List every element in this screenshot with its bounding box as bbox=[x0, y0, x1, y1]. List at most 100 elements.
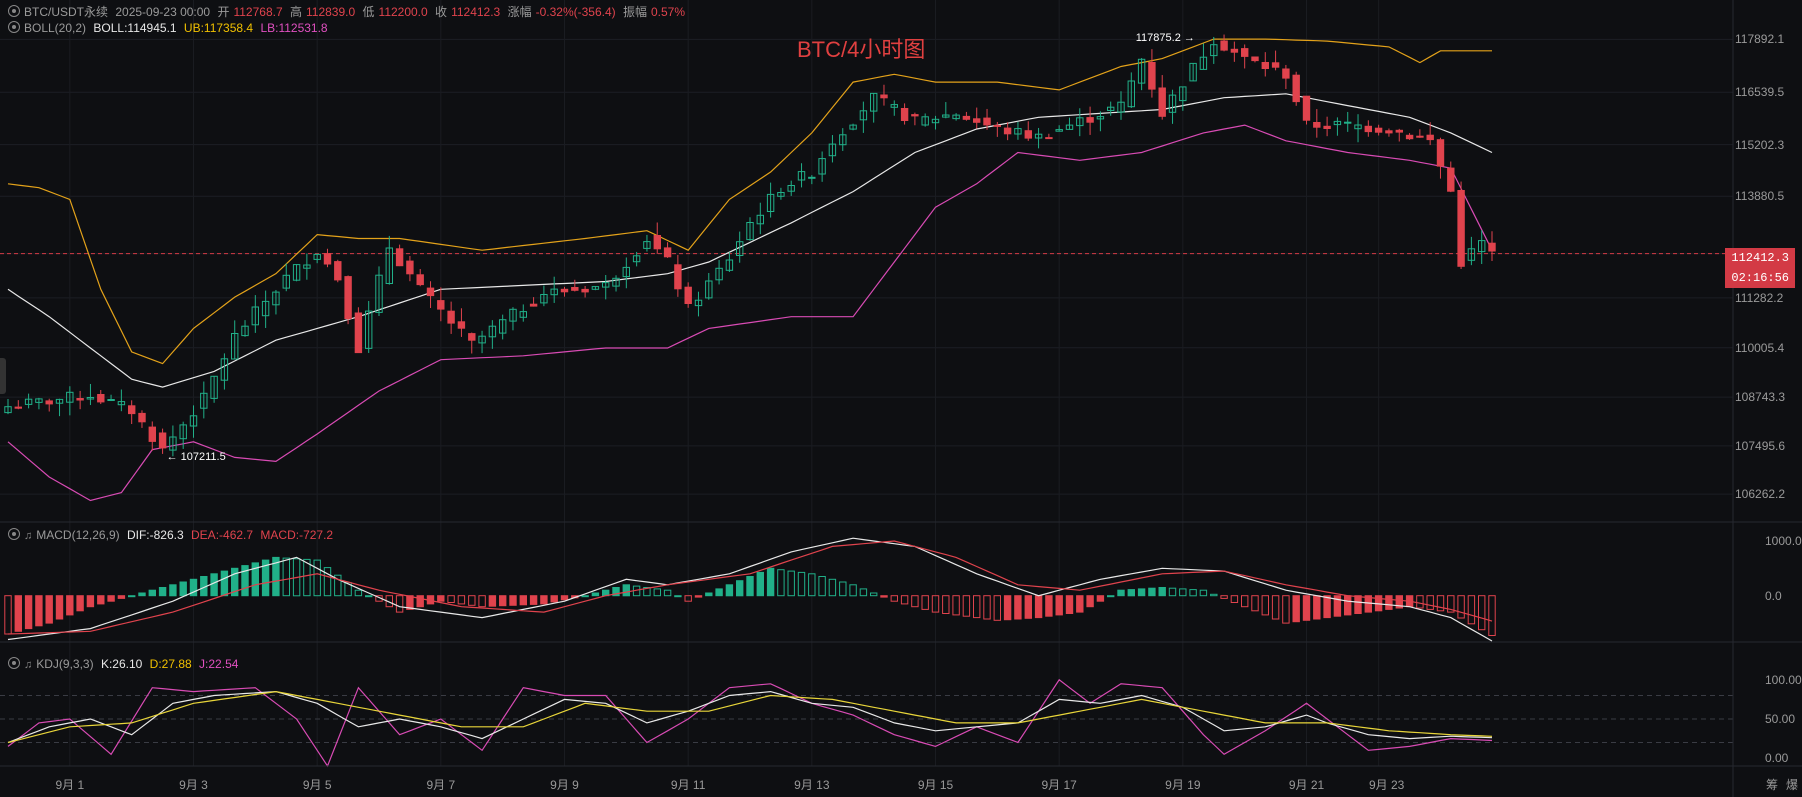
candle[interactable] bbox=[1241, 44, 1249, 69]
candle[interactable] bbox=[395, 244, 404, 267]
candle[interactable] bbox=[107, 394, 115, 402]
macd-eye-icon[interactable] bbox=[8, 528, 20, 540]
candle[interactable] bbox=[200, 381, 208, 419]
candle[interactable] bbox=[973, 107, 981, 129]
candle[interactable] bbox=[591, 286, 600, 291]
candle[interactable] bbox=[1065, 117, 1074, 130]
chip-button[interactable]: 筹 bbox=[1766, 778, 1779, 792]
candle[interactable] bbox=[313, 253, 321, 264]
candle[interactable] bbox=[499, 314, 507, 340]
candle[interactable] bbox=[375, 266, 383, 317]
candle[interactable] bbox=[158, 428, 167, 454]
boll-eye-icon[interactable] bbox=[8, 21, 20, 33]
candle[interactable] bbox=[1292, 71, 1300, 106]
candle[interactable] bbox=[292, 264, 301, 282]
candle[interactable] bbox=[952, 113, 960, 121]
macd-name[interactable]: MACD(12,26,9) bbox=[36, 528, 120, 542]
candle[interactable] bbox=[1210, 36, 1218, 64]
candle[interactable] bbox=[1447, 161, 1455, 193]
candle[interactable] bbox=[1302, 95, 1311, 125]
candle[interactable] bbox=[437, 287, 445, 322]
candle[interactable] bbox=[282, 263, 291, 292]
candle[interactable] bbox=[684, 282, 692, 308]
candle[interactable] bbox=[921, 113, 929, 127]
candle[interactable] bbox=[1220, 34, 1228, 52]
candle[interactable] bbox=[808, 175, 816, 185]
candle[interactable] bbox=[550, 276, 558, 303]
candle[interactable] bbox=[1374, 124, 1383, 136]
candle[interactable] bbox=[1282, 64, 1290, 89]
candle[interactable] bbox=[365, 300, 373, 353]
candle[interactable] bbox=[1333, 117, 1342, 136]
candle[interactable] bbox=[261, 290, 270, 328]
boll-name[interactable]: BOLL(20,2) bbox=[24, 21, 87, 35]
candle[interactable] bbox=[1179, 86, 1187, 111]
candle[interactable] bbox=[4, 399, 12, 415]
candle[interactable] bbox=[14, 400, 23, 410]
candle[interactable] bbox=[1014, 121, 1022, 140]
candle[interactable] bbox=[1395, 128, 1403, 142]
candle[interactable] bbox=[859, 101, 868, 133]
candle[interactable] bbox=[1086, 106, 1094, 135]
candle[interactable] bbox=[1096, 111, 1105, 132]
liquidation-button[interactable]: 爆 bbox=[1786, 778, 1799, 792]
candle[interactable] bbox=[849, 123, 857, 131]
candle[interactable] bbox=[231, 320, 239, 360]
candle[interactable] bbox=[1189, 62, 1197, 82]
candle[interactable] bbox=[1344, 111, 1352, 132]
candle[interactable] bbox=[76, 390, 84, 410]
candle[interactable] bbox=[1158, 75, 1166, 120]
candle[interactable] bbox=[663, 242, 672, 258]
candle[interactable] bbox=[1467, 236, 1476, 266]
candle[interactable] bbox=[1251, 56, 1259, 63]
candle[interactable] bbox=[612, 275, 620, 292]
candle[interactable] bbox=[148, 421, 157, 451]
candle[interactable] bbox=[1457, 181, 1465, 270]
candle[interactable] bbox=[890, 100, 898, 116]
candle[interactable] bbox=[128, 400, 136, 425]
candle[interactable] bbox=[602, 275, 610, 300]
candle[interactable] bbox=[911, 112, 919, 126]
candle[interactable] bbox=[55, 398, 64, 417]
candle[interactable] bbox=[1416, 129, 1424, 138]
candle[interactable] bbox=[942, 102, 950, 119]
candle[interactable] bbox=[426, 281, 435, 308]
candle[interactable] bbox=[323, 248, 332, 268]
candle[interactable] bbox=[1313, 109, 1321, 138]
candle[interactable] bbox=[736, 231, 744, 263]
candle[interactable] bbox=[303, 253, 311, 280]
candle[interactable] bbox=[35, 397, 43, 410]
candle[interactable] bbox=[581, 286, 589, 298]
candle[interactable] bbox=[1488, 231, 1496, 261]
candle[interactable] bbox=[632, 251, 641, 267]
candle[interactable] bbox=[766, 182, 775, 218]
candle[interactable] bbox=[643, 234, 651, 252]
candle[interactable] bbox=[1034, 127, 1043, 149]
candle[interactable] bbox=[1045, 133, 1053, 140]
candle[interactable] bbox=[1261, 52, 1269, 77]
candle[interactable] bbox=[983, 108, 991, 130]
visibility-eye-icon[interactable] bbox=[8, 5, 20, 17]
candle[interactable] bbox=[406, 255, 414, 282]
candle[interactable] bbox=[993, 121, 1001, 137]
candle[interactable] bbox=[1354, 114, 1362, 143]
candle[interactable] bbox=[1426, 122, 1434, 146]
candle[interactable] bbox=[870, 92, 878, 123]
candle[interactable] bbox=[797, 163, 806, 188]
candle[interactable] bbox=[385, 235, 394, 285]
candle[interactable] bbox=[1107, 101, 1115, 116]
candle[interactable] bbox=[457, 308, 466, 337]
candle[interactable] bbox=[1364, 120, 1372, 137]
candle[interactable] bbox=[756, 202, 764, 235]
candle[interactable] bbox=[1385, 128, 1393, 137]
candle[interactable] bbox=[571, 279, 579, 292]
candle[interactable] bbox=[1230, 41, 1239, 62]
candle[interactable] bbox=[169, 425, 177, 457]
candle[interactable] bbox=[540, 285, 548, 307]
candle[interactable] bbox=[272, 289, 280, 315]
candle[interactable] bbox=[97, 389, 105, 405]
candle[interactable] bbox=[1199, 43, 1208, 70]
candle[interactable] bbox=[622, 257, 630, 289]
candle[interactable] bbox=[179, 421, 187, 449]
